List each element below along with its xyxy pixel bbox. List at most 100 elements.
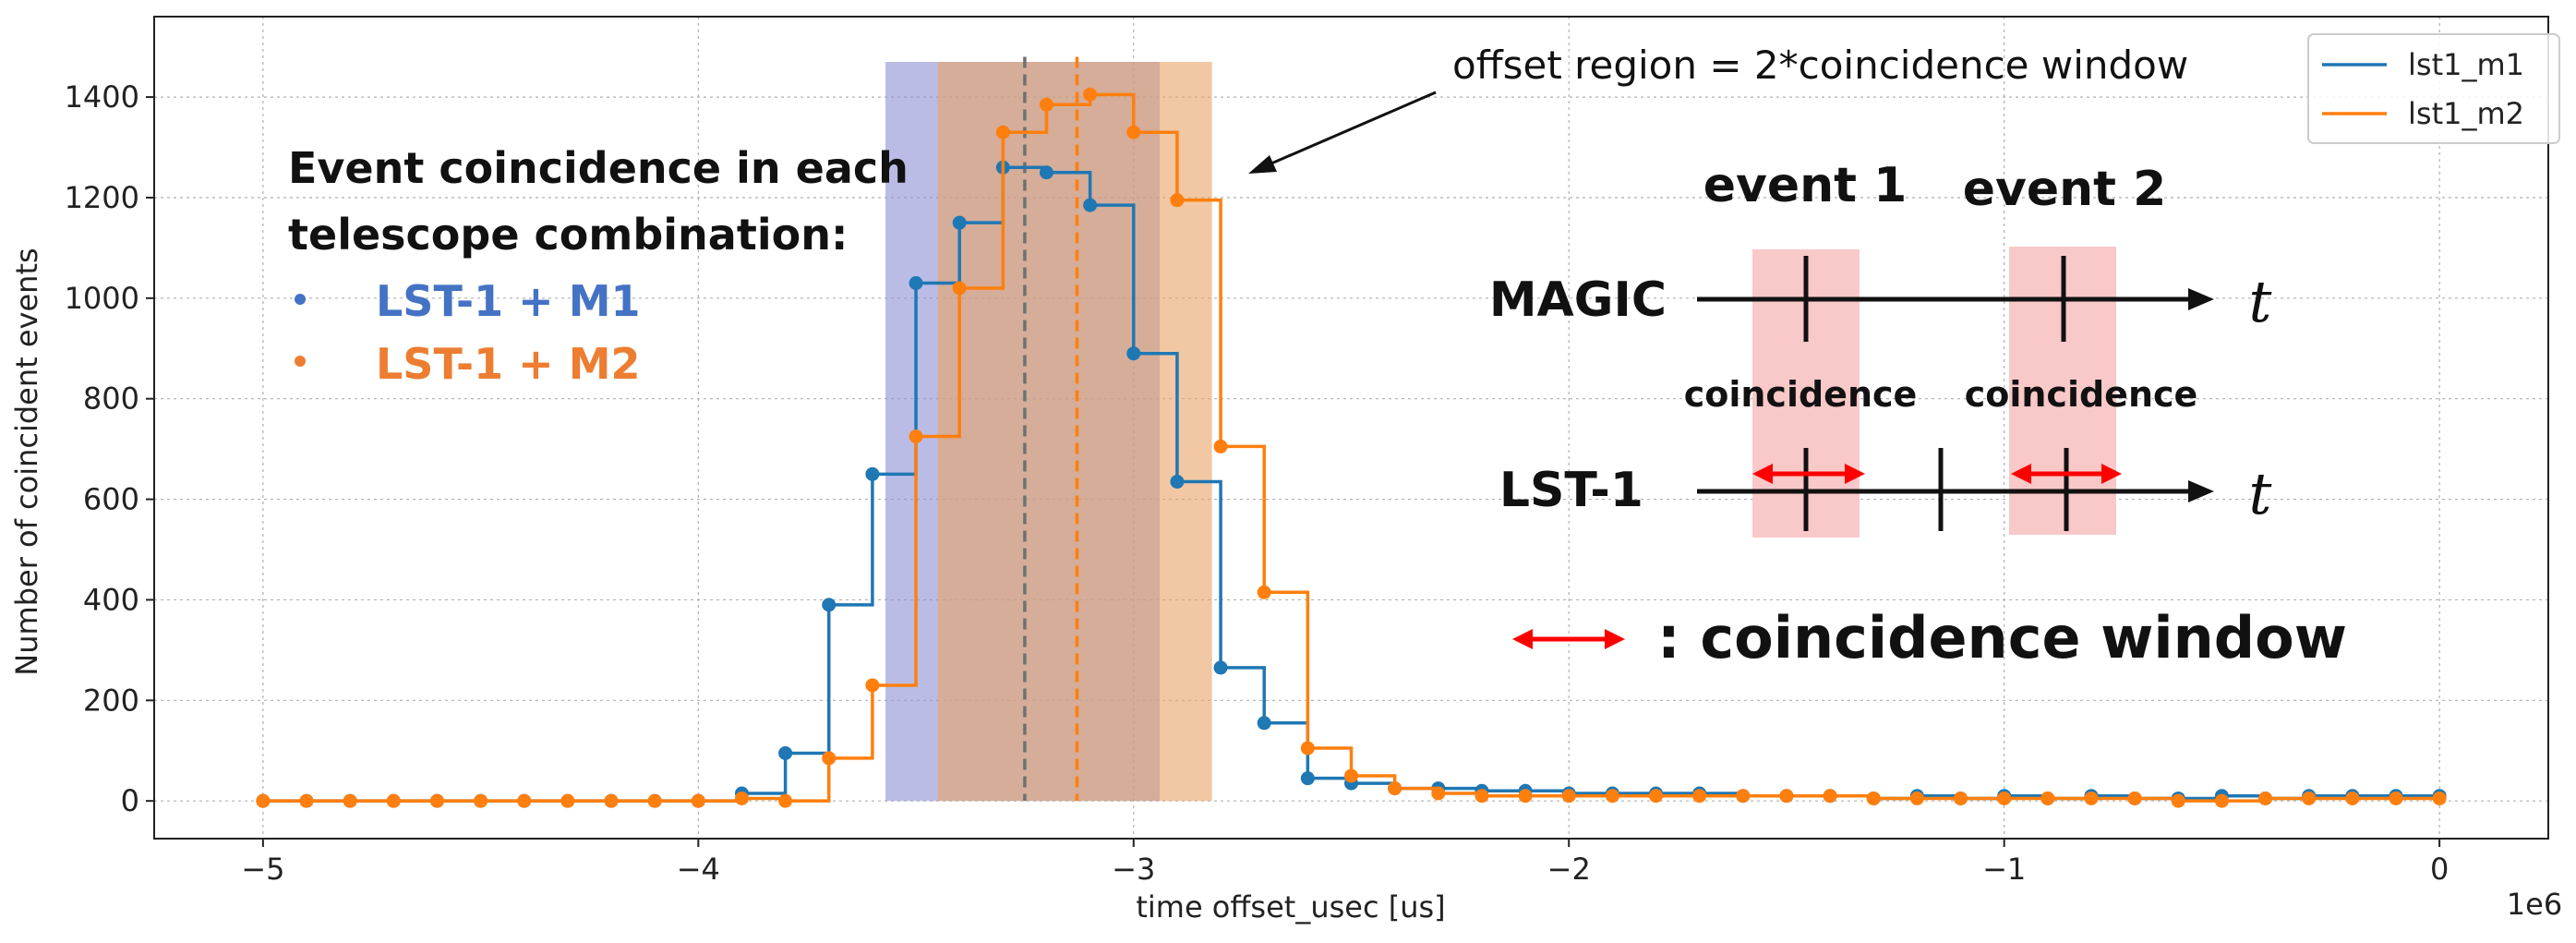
magic-t-symbol: t bbox=[2249, 268, 2272, 335]
coincidence2-label: coincidence bbox=[1965, 374, 2198, 415]
data-point-lst1_m1 bbox=[952, 215, 967, 230]
data-point-lst1_m2 bbox=[2389, 791, 2403, 805]
data-point-lst1_m2 bbox=[734, 791, 749, 805]
data-point-lst1_m2 bbox=[1605, 789, 1619, 804]
legend: lst1_m1 lst1_m2 bbox=[2307, 33, 2560, 144]
data-point-lst1_m2 bbox=[2171, 793, 2185, 808]
data-point-lst1_m2 bbox=[343, 793, 357, 808]
lst-label: LST-1 bbox=[1499, 463, 1643, 518]
data-point-lst1_m2 bbox=[1561, 789, 1576, 804]
y-tick-label: 1200 bbox=[65, 180, 139, 215]
combo-label-m1: LST-1 + M1 bbox=[376, 276, 641, 326]
offset-region-band bbox=[937, 61, 1212, 802]
window-legend-arrow bbox=[1512, 629, 1625, 649]
data-point-lst1_m2 bbox=[647, 793, 662, 808]
legend-label-m2: lst1_m2 bbox=[2408, 96, 2524, 131]
data-point-lst1_m1 bbox=[1083, 198, 1098, 212]
data-point-lst1_m1 bbox=[1126, 346, 1141, 361]
lst-event2-window-arrow bbox=[2011, 464, 2122, 484]
data-point-lst1_m2 bbox=[1344, 768, 1358, 783]
x-tick-label: −1 bbox=[1982, 852, 2026, 887]
data-point-lst1_m1 bbox=[1257, 716, 1271, 731]
combo-heading-line1: Event coincidence in each bbox=[288, 143, 909, 193]
data-point-lst1_m2 bbox=[1257, 585, 1271, 599]
magic-label: MAGIC bbox=[1489, 272, 1667, 328]
data-point-lst1_m2 bbox=[778, 793, 793, 808]
magic-timeline-arrowhead bbox=[2188, 288, 2214, 310]
legend-label-m1: lst1_m1 bbox=[2408, 47, 2524, 82]
data-point-lst1_m2 bbox=[1388, 781, 1402, 796]
data-point-lst1_m2 bbox=[2345, 791, 2360, 805]
data-point-lst1_m2 bbox=[2258, 791, 2273, 805]
lst-event1-window-arrow bbox=[1752, 464, 1865, 484]
legend-box bbox=[2307, 33, 2560, 144]
data-point-lst1_m1 bbox=[1039, 165, 1053, 180]
data-point-lst1_m2 bbox=[2084, 791, 2099, 805]
y-tick-label: 1400 bbox=[65, 79, 139, 115]
data-point-lst1_m2 bbox=[1518, 789, 1533, 804]
data-point-lst1_m2 bbox=[1779, 789, 1794, 804]
data-point-lst1_m2 bbox=[474, 793, 488, 808]
mean-lines bbox=[1023, 56, 1079, 802]
lst-t-symbol: t bbox=[2249, 460, 2272, 527]
y-tick-label: 800 bbox=[83, 381, 139, 417]
x-tick-label: 0 bbox=[2430, 852, 2449, 887]
data-point-lst1_m2 bbox=[299, 793, 314, 808]
data-point-lst1_m1 bbox=[822, 598, 837, 612]
y-tick-label: 0 bbox=[121, 783, 139, 818]
data-point-lst1_m2 bbox=[691, 793, 705, 808]
data-point-lst1_m2 bbox=[822, 751, 837, 766]
offset-region-arrow-shaft bbox=[1264, 91, 1437, 168]
data-point-lst1_m2 bbox=[386, 793, 401, 808]
data-point-lst1_m1 bbox=[778, 745, 793, 760]
x-axis-label: time offset_usec [us] bbox=[1136, 889, 1445, 925]
data-point-lst1_m2 bbox=[952, 281, 967, 296]
combo-bullet-m2 bbox=[295, 356, 306, 367]
data-point-lst1_m2 bbox=[995, 125, 1010, 139]
data-point-lst1_m2 bbox=[1213, 439, 1228, 453]
combo-heading-line2: telescope combination: bbox=[288, 210, 848, 260]
data-point-lst1_m1 bbox=[865, 466, 880, 481]
data-point-lst1_m2 bbox=[256, 793, 271, 808]
data-point-lst1_m1 bbox=[909, 276, 923, 291]
combo-label-m2: LST-1 + M2 bbox=[376, 339, 641, 389]
data-point-lst1_m2 bbox=[1475, 789, 1489, 804]
data-point-lst1_m2 bbox=[1866, 791, 1881, 805]
offset-regions bbox=[885, 61, 1212, 802]
data-point-lst1_m2 bbox=[1083, 87, 1098, 102]
data-point-lst1_m2 bbox=[1126, 125, 1141, 139]
y-tick-label: 600 bbox=[83, 482, 139, 517]
data-point-lst1_m2 bbox=[1039, 97, 1053, 112]
x-tick-label: −4 bbox=[677, 852, 720, 887]
data-point-lst1_m2 bbox=[2127, 791, 2142, 805]
y-tick-label: 1000 bbox=[65, 281, 139, 316]
data-point-lst1_m2 bbox=[517, 793, 532, 808]
data-point-lst1_m2 bbox=[604, 793, 619, 808]
data-point-lst1_m2 bbox=[1736, 789, 1751, 804]
x-scale-label: 1e6 bbox=[2507, 887, 2562, 922]
data-point-lst1_m2 bbox=[1954, 791, 1968, 805]
data-point-lst1_m2 bbox=[1997, 791, 2012, 805]
event2-label: event 2 bbox=[1963, 162, 2167, 217]
window-legend-label: : coincidence window bbox=[1657, 604, 2347, 671]
data-point-lst1_m1 bbox=[1170, 475, 1185, 490]
y-tick-label: 400 bbox=[83, 582, 139, 617]
data-point-lst1_m2 bbox=[1431, 786, 1446, 801]
offset-region-arrow-head bbox=[1248, 155, 1277, 174]
data-point-lst1_m2 bbox=[560, 793, 575, 808]
timing-diagram: event 1 event 2 MAGIC t coincidence coin… bbox=[1489, 158, 2347, 671]
x-tick-label: −5 bbox=[241, 852, 284, 887]
data-point-lst1_m2 bbox=[2214, 793, 2229, 808]
data-point-lst1_m2 bbox=[1300, 741, 1315, 756]
data-point-lst1_m2 bbox=[2432, 791, 2447, 805]
y-axis-label: Number of coincident events bbox=[9, 248, 44, 675]
data-point-lst1_m2 bbox=[429, 793, 444, 808]
x-tick-label: −2 bbox=[1547, 852, 1591, 887]
axis-ticks: −5 −4 −3 −2 −1 0 0 200 400 600 800 1000 1200 1400 bbox=[65, 79, 2450, 887]
y-tick-label: 200 bbox=[83, 683, 139, 718]
coincidence1-label: coincidence bbox=[1684, 374, 1918, 415]
lst-timeline-arrowhead bbox=[2188, 480, 2214, 502]
data-point-lst1_m2 bbox=[2302, 791, 2317, 805]
data-point-lst1_m2 bbox=[1649, 789, 1664, 804]
